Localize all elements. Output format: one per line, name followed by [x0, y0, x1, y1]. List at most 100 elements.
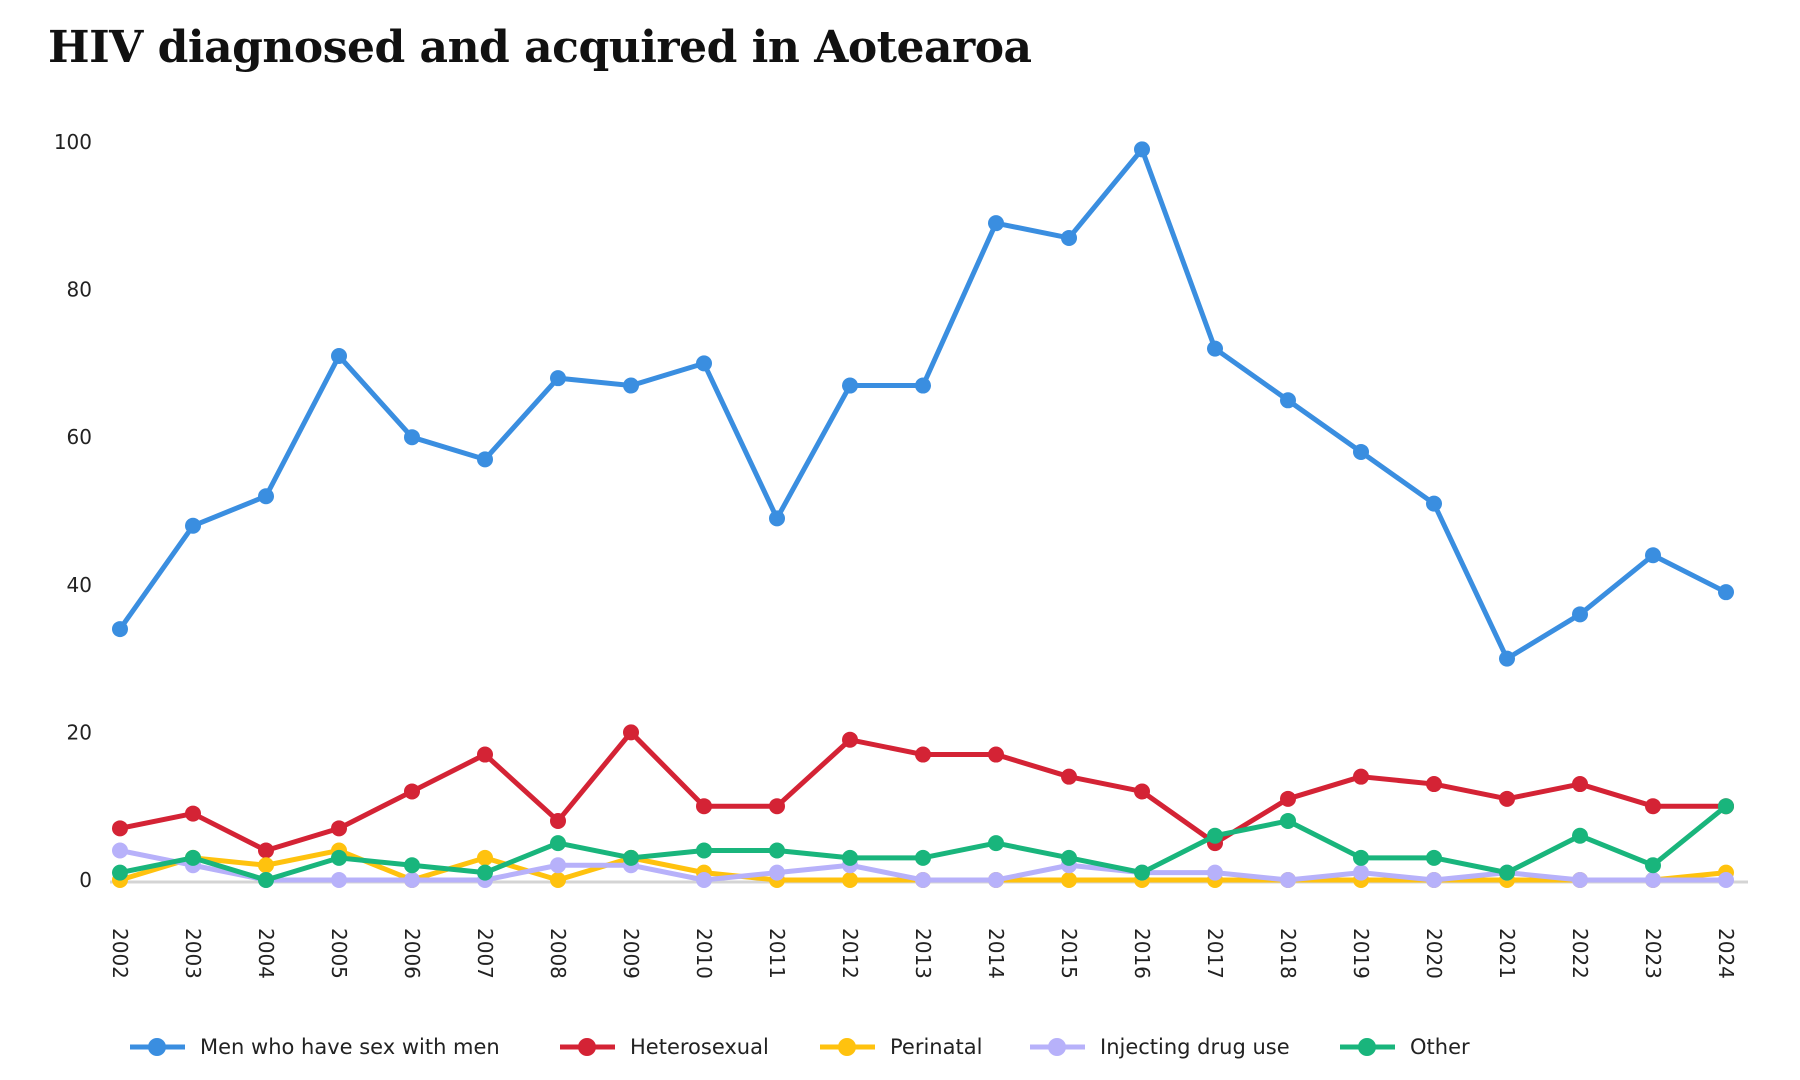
x-tick-label: 2004 [254, 928, 278, 979]
x-tick-label: 2016 [1130, 928, 1154, 979]
data-point [477, 451, 493, 468]
data-point [258, 857, 274, 874]
data-point [1280, 872, 1296, 888]
data-point [842, 872, 858, 888]
data-point [769, 510, 785, 527]
data-point [1280, 392, 1296, 409]
data-point [1572, 872, 1588, 888]
data-point [185, 517, 201, 534]
data-point [1718, 584, 1734, 601]
legend-label: Other [1410, 1035, 1470, 1059]
data-point [1426, 495, 1442, 512]
x-tick-label: 2013 [911, 928, 935, 979]
legend-swatch-marker [1358, 1038, 1376, 1056]
data-point [1353, 443, 1369, 460]
y-tick-label: 0 [79, 868, 92, 892]
data-point [112, 820, 128, 837]
data-point [1645, 798, 1661, 815]
x-tick-label: 2023 [1641, 928, 1665, 979]
data-point [1134, 864, 1150, 881]
data-point [1353, 849, 1369, 866]
legend-swatch-marker [1048, 1038, 1066, 1056]
x-tick-label: 2009 [619, 928, 643, 979]
data-point [1280, 790, 1296, 807]
data-point [1645, 857, 1661, 874]
x-tick-label: 2019 [1349, 928, 1373, 979]
x-tick-label: 2021 [1495, 928, 1519, 979]
data-point [477, 849, 493, 866]
data-point [1572, 776, 1588, 793]
legend-label: Perinatal [890, 1035, 982, 1059]
series-line-0 [117, 146, 1728, 662]
data-point [696, 872, 712, 888]
data-point [1499, 790, 1515, 807]
data-point [1061, 849, 1077, 866]
data-point [404, 872, 420, 888]
data-point [1353, 768, 1369, 785]
data-point [112, 842, 128, 859]
data-point [769, 798, 785, 815]
data-point [623, 377, 639, 394]
chart-title: HIV diagnosed and acquired in Aotearoa [48, 22, 1032, 73]
data-point [331, 348, 347, 365]
data-point [988, 872, 1004, 888]
data-point [842, 377, 858, 394]
data-point [1499, 864, 1515, 881]
data-point [331, 872, 347, 888]
x-tick-label: 2020 [1422, 928, 1446, 979]
y-tick-label: 60 [67, 425, 92, 449]
data-point [1718, 872, 1734, 888]
data-point [1572, 827, 1588, 844]
data-point [404, 429, 420, 446]
data-point [988, 835, 1004, 852]
data-point [1645, 872, 1661, 888]
x-tick-label: 2003 [181, 928, 205, 979]
data-point [1499, 650, 1515, 667]
data-point [404, 857, 420, 874]
data-point [1207, 340, 1223, 357]
data-point [623, 724, 639, 741]
data-point [1572, 606, 1588, 623]
data-point [331, 849, 347, 866]
legend-label: Men who have sex with men [200, 1035, 500, 1059]
x-tick-label: 2005 [327, 928, 351, 979]
data-point [550, 835, 566, 852]
x-tick-label: 2008 [546, 928, 570, 979]
data-point [988, 215, 1004, 232]
data-point [550, 812, 566, 829]
data-point [477, 864, 493, 881]
data-point [696, 355, 712, 372]
legend-swatch-marker [838, 1038, 856, 1056]
data-point [112, 864, 128, 881]
y-tick-label: 40 [67, 573, 92, 597]
data-point [258, 872, 274, 888]
data-point [550, 857, 566, 874]
data-point [915, 849, 931, 866]
data-point [842, 731, 858, 748]
x-tick-label: 2014 [984, 928, 1008, 979]
x-tick-label: 2011 [765, 928, 789, 979]
legend-label: Heterosexual [630, 1035, 769, 1059]
y-tick-label: 100 [54, 130, 92, 154]
data-point [988, 746, 1004, 763]
data-point [1061, 229, 1077, 246]
data-point [1426, 872, 1442, 888]
data-point [1718, 798, 1734, 815]
x-tick-label: 2024 [1714, 928, 1738, 979]
data-point [1353, 864, 1369, 881]
data-point [623, 849, 639, 866]
data-point [404, 783, 420, 800]
y-tick-label: 20 [67, 720, 92, 744]
legend-swatch-marker [148, 1038, 166, 1056]
legend-swatch-marker [578, 1038, 596, 1056]
data-point [185, 805, 201, 822]
data-point [769, 842, 785, 859]
x-tick-label: 2012 [838, 928, 862, 979]
data-point [842, 849, 858, 866]
data-point [1207, 864, 1223, 881]
data-point [1280, 812, 1296, 829]
data-point [1426, 776, 1442, 793]
x-tick-label: 2018 [1276, 928, 1300, 979]
y-tick-label: 80 [67, 278, 92, 302]
